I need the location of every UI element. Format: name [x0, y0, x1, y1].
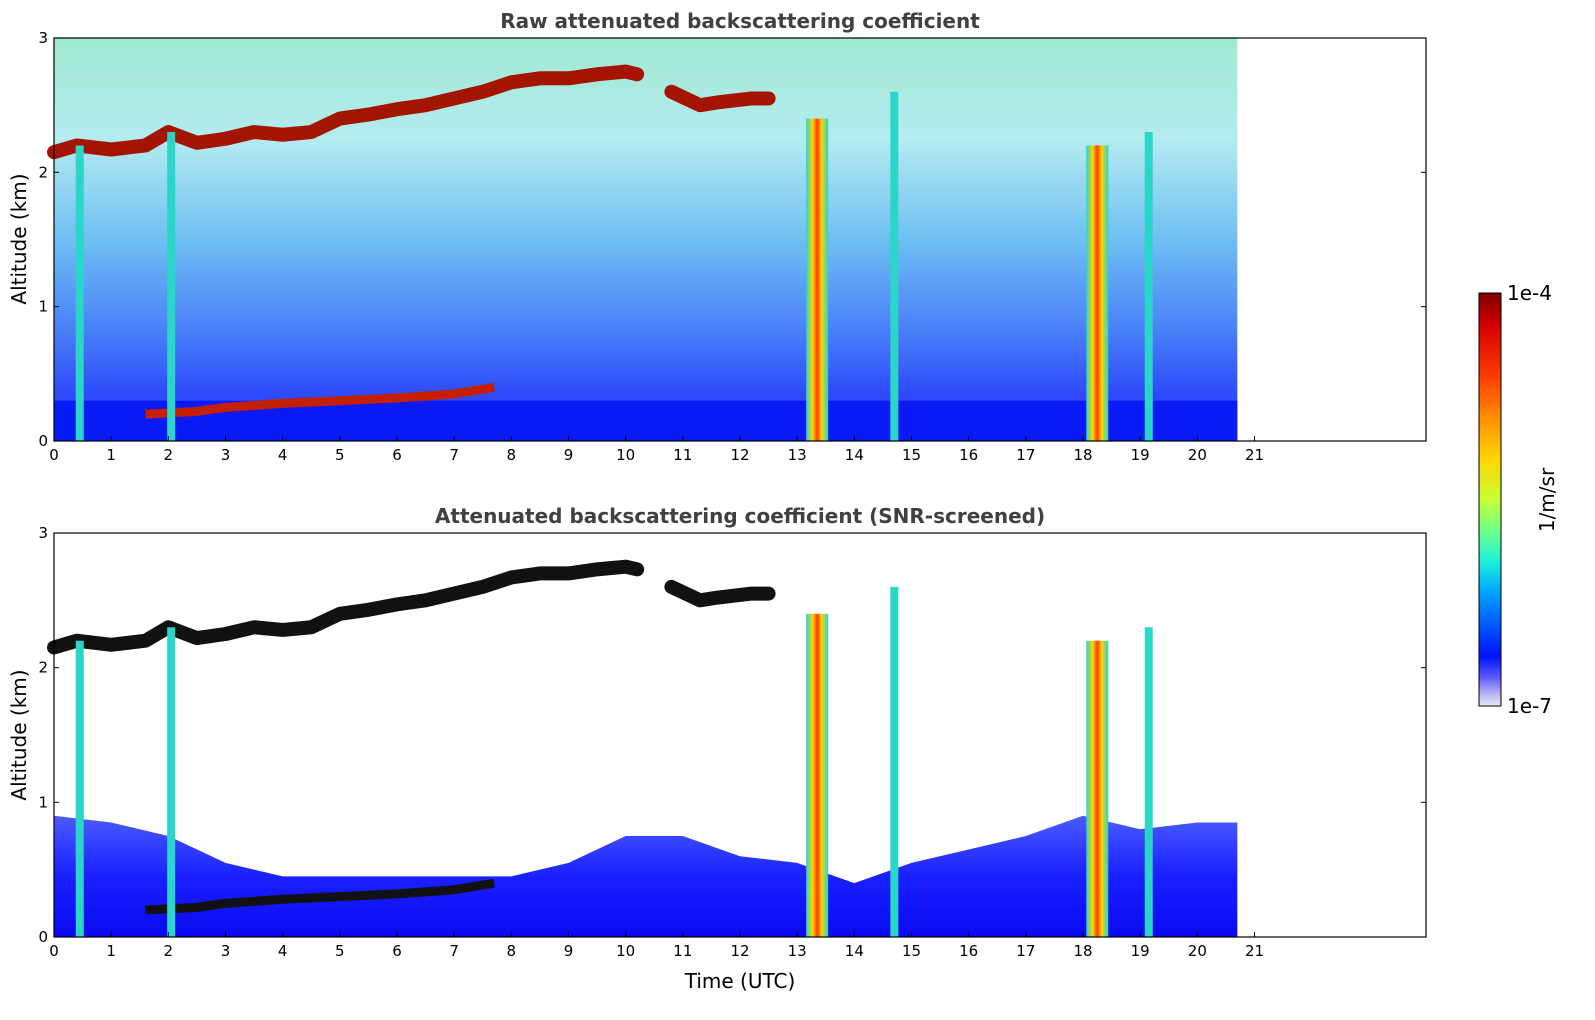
x-tick-label: 1	[106, 942, 116, 960]
x-tick-label: 4	[278, 942, 288, 960]
x-tick-label: 3	[221, 942, 231, 960]
precipitation-streak	[1086, 640, 1109, 937]
x-tick-label: 15	[902, 446, 921, 464]
precipitation-streak	[1144, 132, 1153, 442]
x-tick-label: 7	[449, 942, 459, 960]
x-tick-label: 12	[730, 942, 749, 960]
precipitation-streak	[806, 613, 829, 937]
colorbar-label: 1/m/sr	[1535, 467, 1559, 532]
x-tick-label: 8	[507, 942, 517, 960]
precipitation-streak	[167, 627, 176, 937]
x-tick-label: 21	[1245, 446, 1264, 464]
x-tick-label: 16	[959, 446, 978, 464]
x-tick-label: 2	[164, 446, 174, 464]
x-tick-label: 4	[278, 446, 288, 464]
precipitation-streak	[75, 145, 84, 441]
cloud-layer	[664, 579, 776, 608]
heatmap-layers	[47, 559, 1238, 937]
colorbar-gradient	[1478, 292, 1502, 707]
x-tick-label: 7	[449, 446, 459, 464]
x-tick-label: 10	[616, 942, 635, 960]
x-tick-label: 15	[902, 942, 921, 960]
x-tick-label: 20	[1188, 942, 1207, 960]
x-tick-label: 17	[1016, 446, 1035, 464]
precipitation-streak	[167, 132, 176, 442]
y-axis-ticks: 0 1 2 3	[38, 524, 1426, 946]
x-tick-label: 6	[392, 446, 402, 464]
x-tick-label: 18	[1073, 942, 1092, 960]
x-tick-label: 2	[164, 942, 174, 960]
colorbar-min-label: 1e-7	[1507, 694, 1552, 718]
x-tick-label: 21	[1245, 942, 1264, 960]
snr-screened-panel: Attenuated backscattering coefficient (S…	[7, 504, 1427, 993]
x-tick-label: 3	[221, 446, 231, 464]
x-tick-label: 10	[616, 446, 635, 464]
x-tick-label: 5	[335, 942, 345, 960]
chart-title: Raw attenuated backscattering coefficien…	[500, 9, 980, 33]
x-tick-label: 18	[1073, 446, 1092, 464]
x-tick-label: 16	[959, 942, 978, 960]
chart-title: Attenuated backscattering coefficient (S…	[435, 504, 1045, 528]
y-tick-label: 1	[38, 298, 48, 316]
x-tick-label: 1	[106, 446, 116, 464]
x-tick-label: 14	[845, 446, 864, 464]
x-tick-label: 13	[788, 446, 807, 464]
cloud-layer	[664, 84, 776, 113]
y-axis-ticks: 0 1 2 3	[38, 29, 1426, 450]
x-tick-label: 20	[1188, 446, 1207, 464]
precipitation-streak	[1086, 145, 1109, 441]
x-axis-ticks: 0 1 2 3 4 5 6 7 8 9 10 11 12 13 14 15 16 17 18 19 20 21	[49, 436, 1264, 464]
x-tick-label: 0	[49, 942, 59, 960]
x-tick-label: 19	[1131, 942, 1150, 960]
precipitation-streak	[890, 586, 899, 937]
x-tick-label: 12	[730, 446, 749, 464]
precipitation-streak	[75, 640, 84, 937]
x-tick-label: 19	[1131, 446, 1150, 464]
x-tick-label: 8	[507, 446, 517, 464]
noise-field	[54, 38, 1238, 441]
x-axis-ticks: 0 1 2 3 4 5 6 7 8 9 10 11 12 13 14 15 16 17 18 19 20 21	[49, 932, 1264, 960]
x-tick-label: 13	[788, 942, 807, 960]
x-axis-label: Time (UTC)	[684, 969, 796, 993]
aerosol-layer	[145, 878, 495, 915]
precipitation-streak	[1144, 627, 1153, 937]
x-tick-label: 11	[673, 446, 692, 464]
x-tick-label: 5	[335, 446, 345, 464]
y-tick-label: 3	[38, 524, 48, 542]
colorbar-max-label: 1e-4	[1507, 281, 1552, 305]
y-axis-label: Altitude (km)	[7, 173, 31, 304]
y-tick-label: 0	[38, 928, 48, 946]
aerosol-layer	[145, 382, 495, 419]
x-tick-label: 6	[392, 942, 402, 960]
x-tick-label: 0	[49, 446, 59, 464]
y-tick-label: 3	[38, 29, 48, 47]
x-tick-label: 14	[845, 942, 864, 960]
y-tick-label: 1	[38, 793, 48, 811]
x-tick-label: 11	[673, 942, 692, 960]
colorbar: 1e-4 1e-7 1/m/sr	[1478, 281, 1559, 718]
boundary-layer-area	[54, 815, 1238, 937]
precipitation-streak	[806, 118, 829, 441]
raw-backscatter-panel: Raw attenuated backscattering coefficien…	[7, 9, 1427, 464]
y-tick-label: 0	[38, 432, 48, 450]
y-tick-label: 2	[38, 659, 48, 677]
y-tick-label: 2	[38, 163, 48, 181]
cloud-layer	[47, 559, 645, 655]
precipitation-streak	[890, 91, 899, 441]
x-tick-label: 9	[564, 446, 574, 464]
x-tick-label: 9	[564, 942, 574, 960]
cloud-layer	[47, 64, 645, 160]
y-axis-label: Altitude (km)	[7, 669, 31, 800]
x-tick-label: 17	[1016, 942, 1035, 960]
heatmap-layers	[47, 38, 1238, 442]
